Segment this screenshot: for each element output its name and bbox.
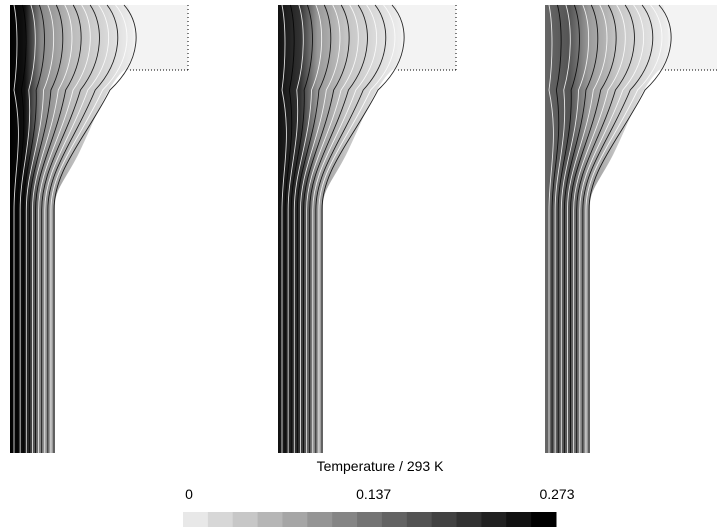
contour-line (44, 4, 110, 453)
colorbar-swatch (531, 512, 557, 527)
contour-line (19, 4, 36, 453)
colorbar-swatch (381, 512, 408, 527)
contour-line (588, 4, 672, 453)
contour-line (41, 4, 100, 453)
contour-line (25, 4, 55, 453)
contour-line (321, 4, 405, 453)
contour-line (548, 4, 554, 453)
colorbar-swatch (332, 512, 358, 527)
colorbar-tick-label: 0.273 (539, 486, 574, 502)
contour-line (281, 4, 287, 453)
contour-line (306, 4, 359, 453)
colorbar-tick-label: 0 (185, 486, 193, 502)
colorbar-swatch (431, 512, 458, 527)
colorbar-swatch (406, 512, 433, 527)
contour-line (50, 4, 128, 453)
contour-line (315, 4, 387, 453)
colorbar-tick-label: 0.137 (356, 486, 391, 502)
contour-line (573, 4, 626, 453)
contour-line (284, 4, 295, 453)
contour-panels (10, 4, 717, 453)
contour-panel (10, 4, 189, 453)
colorbar-swatch (282, 512, 308, 527)
colorbar-swatch (183, 512, 209, 527)
contour-line (22, 4, 45, 453)
contour-line (296, 4, 332, 453)
colorbar: 0 0.137 0.273 (183, 486, 575, 527)
contour-line (312, 4, 378, 453)
contour-line (563, 4, 599, 453)
contour-line (38, 4, 91, 453)
contour-line (32, 4, 73, 453)
contour-line (300, 4, 341, 453)
contour-line (582, 4, 654, 453)
contour-line (287, 4, 304, 453)
contour-line (585, 4, 663, 453)
colorbar-swatch (232, 512, 259, 527)
contour-line (318, 4, 396, 453)
contour-panel (545, 4, 717, 453)
contour-line (579, 4, 645, 453)
contour-line (293, 4, 323, 453)
contour-line (13, 4, 19, 453)
contour-line (554, 4, 571, 453)
contour-line (567, 4, 608, 453)
colorbar-swatch (307, 512, 333, 527)
contour-line (560, 4, 590, 453)
contour-line (309, 4, 368, 453)
contour-line (576, 4, 635, 453)
contour-line (290, 4, 313, 453)
contour-line (551, 4, 562, 453)
contour-line (303, 4, 350, 453)
contour-line (557, 4, 580, 453)
contour-line (53, 4, 137, 453)
contour-panel (278, 4, 457, 453)
colorbar-title: Temperature / 293 K (317, 458, 445, 474)
contour-line (570, 4, 617, 453)
domain-fill (278, 5, 402, 453)
contour-line (28, 4, 64, 453)
contour-line (35, 4, 82, 453)
colorbar-swatch (481, 512, 507, 527)
contour-line (47, 4, 119, 453)
colorbar-swatch (456, 512, 482, 527)
colorbar-swatch (207, 512, 234, 527)
colorbar-swatch (257, 512, 283, 527)
domain-fill (10, 5, 134, 453)
domain-fill (545, 5, 669, 453)
colorbar-swatch (506, 512, 532, 527)
colorbar-swatch (357, 512, 383, 527)
contour-line (16, 4, 27, 453)
